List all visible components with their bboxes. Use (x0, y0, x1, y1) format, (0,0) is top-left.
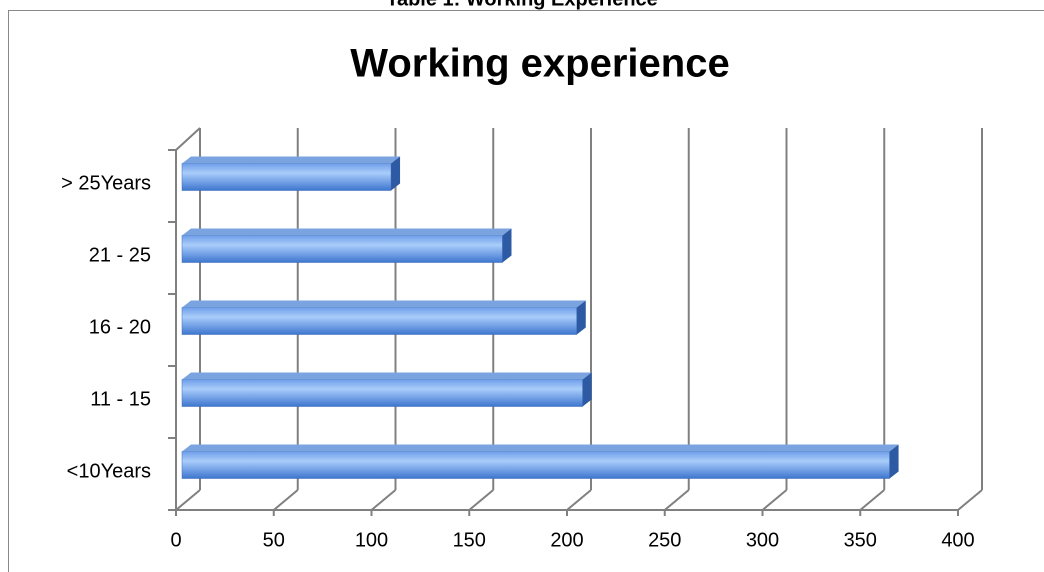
x-tick-label: 150 (453, 529, 486, 551)
chart-frame (8, 10, 1044, 572)
y-tick-label: 21 - 25 (89, 244, 151, 266)
grid-line-floor (273, 489, 299, 511)
x-tick-label: 400 (941, 529, 974, 551)
x-tick-label: 0 (170, 529, 181, 551)
grid-line-floor (859, 489, 885, 511)
bar-top (182, 300, 586, 308)
bar-top (182, 444, 899, 452)
grid-line-floor (370, 489, 397, 511)
y-tick-label: 11 - 15 (90, 388, 151, 410)
chart-title: Working experience (350, 42, 729, 86)
y-tick-label: 16 - 20 (89, 316, 151, 338)
grid-line-floor (175, 489, 201, 511)
bar-top (182, 228, 512, 236)
caption: Table 1: Working Experience (386, 0, 658, 10)
x-tick-label: 300 (746, 529, 779, 551)
bar-side (502, 228, 512, 263)
bar-front (181, 163, 392, 191)
left-wall-top (175, 127, 201, 151)
y-tick-label: > 25Years (61, 172, 151, 194)
grid-line-floor (566, 489, 592, 511)
bar-side (582, 372, 592, 407)
x-tick-label: 100 (355, 529, 388, 551)
x-tick-label: 200 (550, 529, 583, 551)
grid-line-floor (761, 489, 788, 511)
grid-line-floor (468, 489, 494, 511)
bar-front (181, 235, 503, 263)
x-tick-label: 350 (844, 529, 877, 551)
bar-front (181, 307, 578, 335)
bar-front (181, 451, 890, 479)
x-tick-label: 250 (648, 529, 681, 551)
bar-front (181, 379, 583, 407)
bar-top (182, 372, 592, 380)
grid-line-floor (664, 489, 690, 511)
grid-line-floor (957, 489, 983, 511)
bar-side (391, 156, 401, 191)
bar-top (182, 156, 401, 164)
x-tick-label: 50 (263, 529, 285, 551)
bar-side (576, 300, 586, 335)
y-tick-label: <10Years (67, 460, 151, 482)
bar-side (889, 444, 899, 479)
